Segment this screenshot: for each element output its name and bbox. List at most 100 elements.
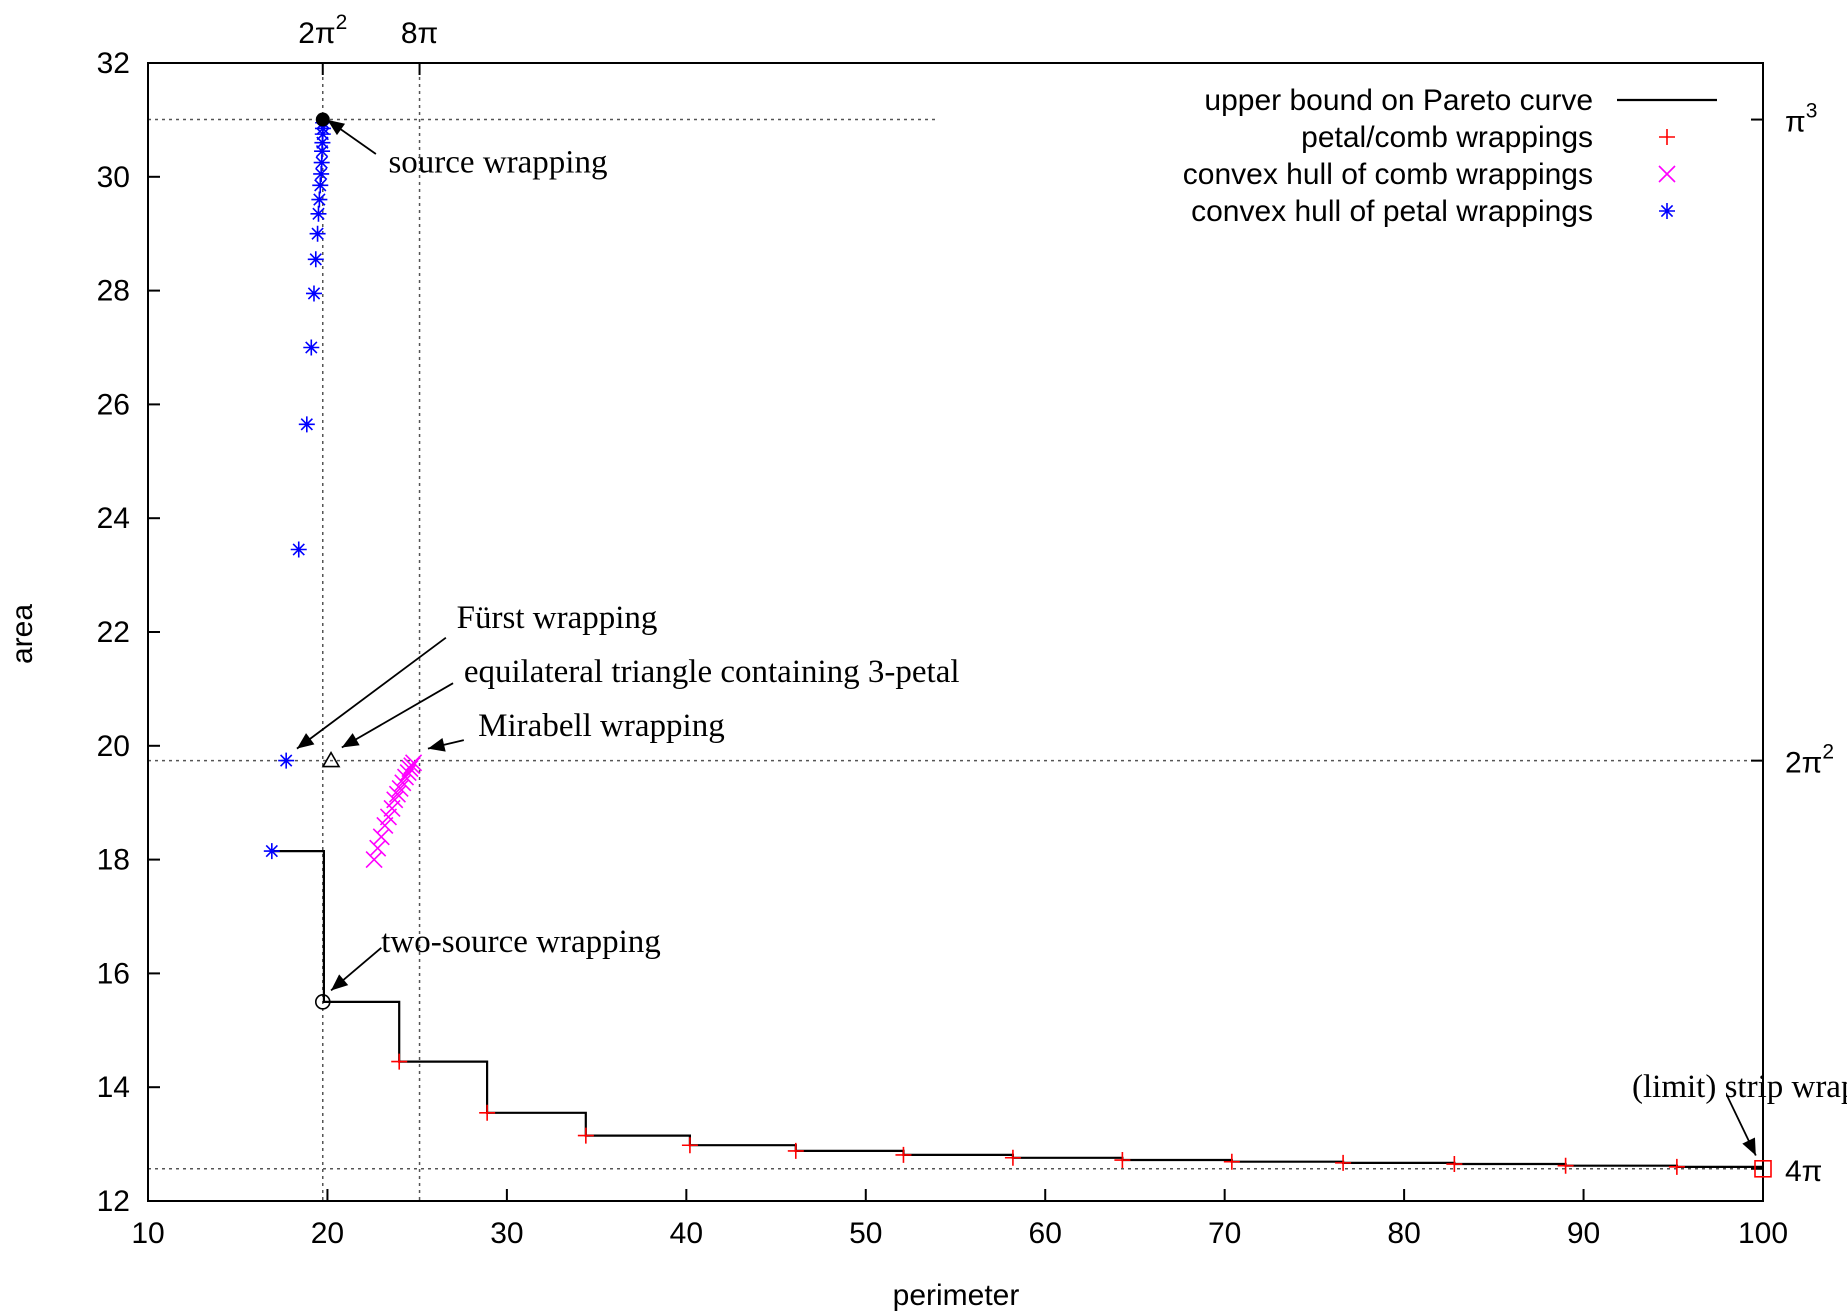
two-source-wrapping-point xyxy=(314,994,331,1010)
annotation-arrowhead xyxy=(1742,1137,1756,1156)
x-tick-label: 70 xyxy=(1208,1217,1241,1250)
x-marker xyxy=(376,816,394,835)
x-marker xyxy=(391,779,409,798)
right-axis-tick-label: 2π2 xyxy=(1785,741,1834,780)
legend-label: convex hull of comb wrappings xyxy=(1183,158,1593,191)
plus-marker xyxy=(479,1104,496,1121)
annotation-label: two-source wrapping xyxy=(381,924,661,960)
x-tick-label: 100 xyxy=(1738,1217,1788,1250)
triangle-point xyxy=(321,750,341,768)
plus-marker xyxy=(1557,1157,1574,1174)
x-tick-label: 20 xyxy=(311,1217,344,1250)
y-tick-label: 28 xyxy=(97,275,130,308)
asterisk-marker xyxy=(313,154,330,171)
plus-marker xyxy=(1223,1153,1240,1170)
right-axis-tick-label: π3 xyxy=(1785,100,1817,139)
y-tick-label: 16 xyxy=(97,957,130,990)
y-tick-label: 30 xyxy=(97,161,130,194)
x-tick-label: 40 xyxy=(670,1217,703,1250)
legend-label: upper bound on Pareto curve xyxy=(1204,84,1593,117)
reference-lines xyxy=(148,63,1763,1201)
x-marker xyxy=(386,791,404,809)
x-marker xyxy=(379,808,398,826)
legend-marker-swatch xyxy=(1658,165,1676,183)
x-tick-label: 90 xyxy=(1567,1217,1600,1250)
asterisk-marker xyxy=(314,134,331,151)
x-tick-label: 10 xyxy=(131,1217,164,1250)
asterisk-marker xyxy=(309,225,326,242)
right-axis-tick-label: 4π xyxy=(1785,1155,1822,1188)
annotation-arrow xyxy=(296,636,447,750)
source-wrapping-point xyxy=(315,112,330,127)
x-tick-label: 80 xyxy=(1387,1217,1420,1250)
annotation-label: Fürst wrapping xyxy=(457,600,658,636)
annotation-label: equilateral triangle containing 3-petal xyxy=(464,654,960,690)
x-axis-label: perimeter xyxy=(893,1279,1020,1312)
x-tick-label: 50 xyxy=(849,1217,882,1250)
legend-marker-swatch xyxy=(1659,203,1675,219)
legend-label: petal/comb wrappings xyxy=(1301,121,1593,154)
series-upper-bound-on-pareto-curve xyxy=(271,850,1763,1168)
asterisk-marker xyxy=(307,251,324,268)
y-tick-label: 14 xyxy=(97,1071,130,1104)
asterisk-marker xyxy=(314,143,331,160)
plus-marker xyxy=(1004,1149,1021,1166)
legend-marker-swatch xyxy=(1659,129,1675,145)
y-tick-label: 32 xyxy=(97,47,130,80)
x-marker xyxy=(369,839,387,857)
y-tick-label: 26 xyxy=(97,388,130,421)
series-convex-hull-of-comb-wrappings xyxy=(365,754,423,869)
plus-marker xyxy=(787,1142,804,1159)
plus-marker xyxy=(1668,1158,1685,1175)
annotation-arrowhead xyxy=(427,737,446,752)
y-tick-label: 12 xyxy=(97,1185,130,1218)
asterisk-marker xyxy=(303,339,320,356)
series-layer xyxy=(263,112,1772,1178)
legend: upper bound on Pareto curve petal/comb wr… xyxy=(1183,84,1717,228)
y-tick-label: 22 xyxy=(97,616,130,649)
x-marker xyxy=(372,828,390,846)
plus-marker xyxy=(681,1137,698,1154)
asterisk-marker xyxy=(305,285,322,302)
annotation-arrow xyxy=(341,682,454,749)
top-axis-tick-label: 8π xyxy=(401,17,438,50)
series-convex-hull-of-petal-wrappings xyxy=(263,114,332,860)
asterisk-marker xyxy=(290,541,307,558)
annotation-label: Mirabell wrapping xyxy=(478,708,725,744)
y-tick-label: 18 xyxy=(97,844,130,877)
x-marker xyxy=(405,754,423,772)
y-axis-label: area xyxy=(6,604,39,664)
asterisk-marker xyxy=(310,205,327,222)
annotation-arrowhead xyxy=(327,119,346,136)
plus-marker xyxy=(895,1146,912,1163)
annotation-label: (limit) strip wrapping xyxy=(1632,1069,1847,1105)
top-axis-tick-label: 2π2 xyxy=(298,11,347,50)
asterisk-marker xyxy=(278,752,295,769)
x-tick-label: 30 xyxy=(490,1217,523,1250)
axis-ticks: 10 20 30 40 50 60 70 80 90 100 12 14 16 18 20 22 24 26 28 3… xyxy=(97,11,1834,1250)
annotation-arrowhead xyxy=(331,974,349,991)
y-tick-label: 24 xyxy=(97,502,130,535)
asterisk-marker xyxy=(313,165,330,182)
asterisk-marker xyxy=(311,191,328,208)
plot-frame xyxy=(147,62,1764,1202)
plus-marker xyxy=(1446,1156,1463,1173)
x-marker xyxy=(394,774,412,792)
annotation-arrowhead xyxy=(341,733,360,748)
legend-label: convex hull of petal wrappings xyxy=(1191,195,1593,228)
plus-marker xyxy=(577,1127,594,1144)
x-tick-label: 60 xyxy=(1029,1217,1062,1250)
plus-marker xyxy=(1335,1154,1352,1171)
pareto-step-line xyxy=(271,850,1763,1168)
annotation-label: source wrapping xyxy=(388,145,607,181)
x-marker xyxy=(365,851,383,869)
plus-marker xyxy=(1114,1152,1131,1169)
y-tick-label: 20 xyxy=(97,730,130,763)
annotation-arrowhead xyxy=(296,733,315,749)
x-marker xyxy=(396,768,415,786)
asterisk-marker xyxy=(312,177,329,194)
series-petal-comb-wrappings xyxy=(391,1053,1685,1175)
annotations-layer: source wrapping Fürst wrapping equilateral… xyxy=(296,119,1847,1156)
x-marker xyxy=(388,785,406,803)
